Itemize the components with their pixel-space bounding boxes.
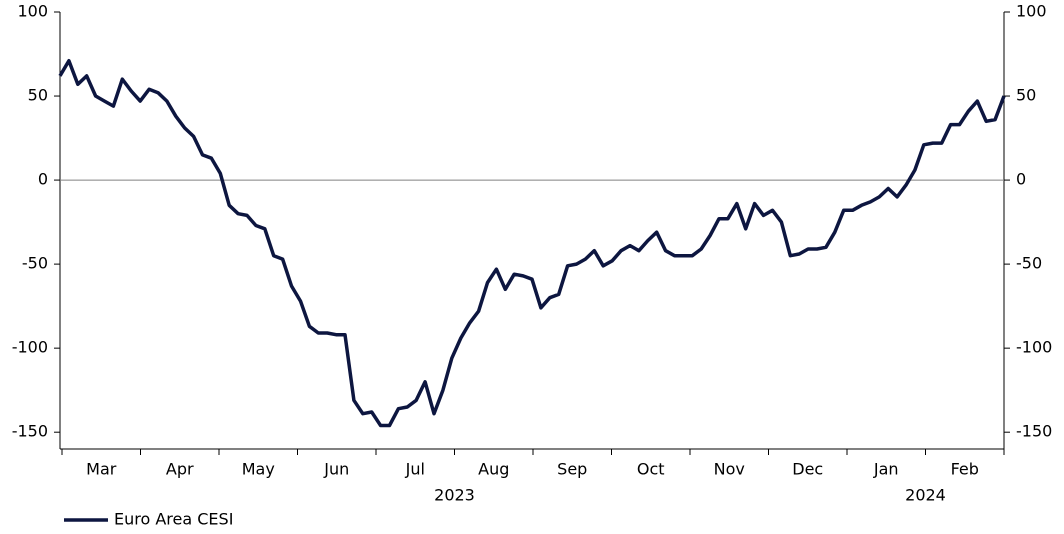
y2-tick-label: 100 [1016,2,1047,21]
x-tick-label: Jun [323,460,349,479]
x-tick-label: Jul [405,460,425,479]
y-tick-label: -150 [12,422,48,441]
y2-tick-label: -50 [1016,254,1042,273]
x-tick-label: May [242,460,275,479]
x-tick-label: Aug [478,460,509,479]
x-tick-label: Sep [557,460,587,479]
x-tick-label: Jan [873,460,899,479]
line [58,58,1006,428]
y2-tick-label: -150 [1016,422,1052,441]
y-tick-label: 50 [28,86,48,105]
y-tick-label: 0 [38,170,48,189]
legend-label: Euro Area CESI [114,510,233,529]
year-label: 2023 [434,486,475,505]
y-tick-label: 100 [17,2,48,21]
y-tick-label: -100 [12,338,48,357]
x-tick-label: Dec [792,460,823,479]
x-tick-label: Mar [86,460,117,479]
y-tick-label: -50 [22,254,48,273]
y2-tick-label: 50 [1016,86,1036,105]
y2-tick-label: -100 [1016,338,1052,357]
x-tick-label: Nov [714,460,745,479]
x-tick-label: Oct [637,460,665,479]
x-tick-label: Feb [951,460,979,479]
year-label: 2024 [905,486,946,505]
x-tick-label: Apr [166,460,194,479]
y2-tick-label: 0 [1016,170,1026,189]
